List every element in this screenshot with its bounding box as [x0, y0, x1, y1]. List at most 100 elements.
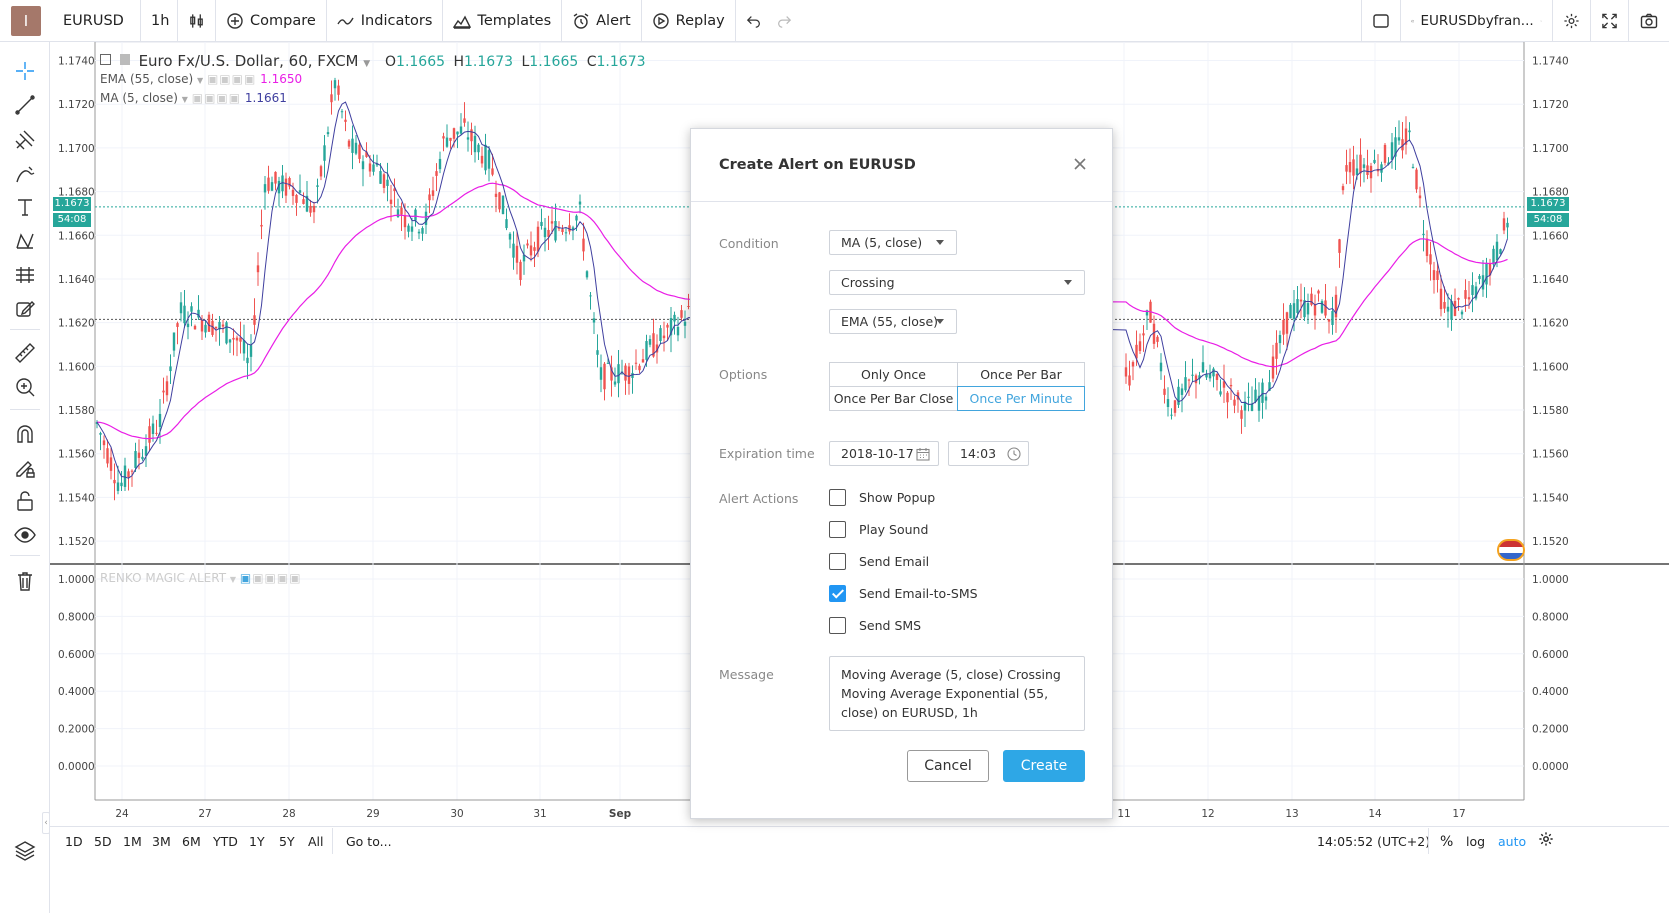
action-checkbox-play-sound[interactable] [829, 521, 846, 538]
chart-area[interactable]: 1.1740 1.1740 1.1720 1.1720 1.1700 1.1700 1.16… [50, 42, 1669, 913]
snapshot-button[interactable] [1629, 0, 1669, 42]
user-avatar[interactable]: I [11, 5, 41, 36]
drawing-mode-tool[interactable] [13, 455, 37, 479]
compare-button[interactable]: Compare [216, 0, 327, 42]
close-icon[interactable] [1072, 156, 1088, 172]
action-checkbox-show-popup[interactable] [829, 489, 846, 506]
ma-legend-label[interactable]: MA (5, close) [100, 91, 178, 105]
symbol-title[interactable]: Euro Fx/U.S. Dollar, 60, FXCM [138, 52, 359, 70]
condition-operator-select[interactable]: Crossing [829, 270, 1085, 295]
candle-body [148, 426, 151, 443]
pitchfork-tool[interactable] [13, 128, 37, 152]
expiration-time-input[interactable]: 14:03 [948, 441, 1029, 466]
candle-body [214, 326, 218, 329]
replay-button[interactable]: Replay [642, 0, 736, 42]
collapse-toolbar-handle[interactable]: ‹ [42, 812, 50, 834]
action-label[interactable]: Show Popup [859, 490, 936, 505]
symbol-search[interactable]: EURUSD [51, 0, 141, 42]
action-label[interactable]: Send SMS [859, 618, 922, 633]
redo-icon[interactable] [776, 12, 792, 30]
magnet-tool[interactable] [13, 422, 37, 446]
range-button-3m[interactable]: 3M [152, 834, 171, 849]
calendar-icon[interactable] [916, 447, 930, 461]
condition-source-select[interactable]: MA (5, close) [829, 230, 957, 255]
indicator-actions-icon[interactable]: ▣ [239, 571, 253, 585]
range-button-5d[interactable]: 5D [94, 834, 112, 849]
zoom-tool[interactable] [13, 375, 37, 399]
option-once-per-bar[interactable]: Once Per Bar [957, 362, 1085, 387]
crosshair-tool[interactable] [13, 59, 37, 83]
expiration-date-input[interactable]: 2018-10-17 [829, 441, 939, 466]
auto-scale-toggle[interactable]: auto [1498, 834, 1527, 849]
candle-body [379, 171, 382, 184]
range-button-1m[interactable]: 1M [123, 834, 142, 849]
renko-legend-label[interactable]: RENKO MAGIC ALERT [100, 571, 227, 585]
settings-button[interactable] [1553, 0, 1591, 42]
option-once-per-minute[interactable]: Once Per Minute [957, 386, 1085, 411]
templates-button[interactable]: Templates [443, 0, 563, 42]
range-button-6m[interactable]: 6M [182, 834, 201, 849]
candle-body [130, 470, 134, 472]
action-label[interactable]: Send Email-to-SMS [859, 586, 978, 601]
goto-date-button[interactable]: Go to... [346, 834, 392, 849]
log-scale-toggle[interactable]: log [1466, 834, 1486, 849]
indicator-actions-icon[interactable]: ▣▣▣▣ [191, 91, 242, 105]
text-tool[interactable] [13, 195, 37, 219]
candle-body [372, 164, 375, 172]
message-textarea[interactable]: Moving Average (5, close) Crossing Movin… [829, 656, 1085, 731]
remove-drawings-tool[interactable] [13, 569, 37, 593]
action-checkbox-send-email-to-sms[interactable] [829, 585, 846, 602]
percent-scale-toggle[interactable]: % [1440, 834, 1454, 850]
ema-legend-label[interactable]: EMA (55, close) [100, 72, 194, 86]
chevron-down-icon[interactable]: ▼ [363, 59, 371, 69]
option-only-once[interactable]: Only Once [829, 362, 958, 387]
visibility-tool[interactable] [13, 523, 37, 547]
alert-button[interactable]: Alert [562, 0, 642, 42]
fullscreen-layout-button[interactable] [1361, 0, 1401, 42]
us-flag-event-icon[interactable] [1497, 539, 1525, 561]
price-tick-label: 1.1520 [58, 536, 95, 548]
brush-tool[interactable] [13, 162, 37, 186]
lock-tool[interactable] [13, 489, 37, 513]
scale-settings-button[interactable] [1538, 831, 1554, 850]
object-tree-tool[interactable] [13, 838, 37, 862]
indicator-actions-icon[interactable]: ▣▣▣▣ [252, 571, 302, 585]
trendline-tool[interactable] [13, 93, 37, 117]
range-button-5y[interactable]: 5Y [279, 834, 295, 849]
clock-icon[interactable] [1007, 447, 1021, 461]
range-button-ytd[interactable]: YTD [213, 834, 238, 849]
range-button-1y[interactable]: 1Y [249, 834, 265, 849]
indicators-button[interactable]: Indicators [327, 0, 444, 42]
chevron-down-icon[interactable]: ▼ [196, 76, 204, 85]
price-chart-canvas[interactable]: 1.1740 1.1740 1.1720 1.1720 1.1700 1.1700 1.16… [50, 42, 1669, 826]
pattern-tool[interactable] [13, 229, 37, 253]
layout-menu[interactable]: EURUSDbyfran... [1401, 0, 1553, 42]
candle-body [1338, 239, 1341, 253]
range-button-all[interactable]: All [308, 834, 324, 849]
expiration-date-value: 2018-10-17 [841, 446, 914, 461]
prediction-tool[interactable] [13, 263, 37, 287]
chevron-down-icon[interactable]: ▼ [229, 575, 237, 584]
action-label[interactable]: Send Email [859, 554, 930, 569]
condition-target-select[interactable]: EMA (55, close) [829, 309, 957, 334]
option-once-per-bar-close[interactable]: Once Per Bar Close [829, 386, 958, 411]
action-checkbox-send-email[interactable] [829, 553, 846, 570]
create-button[interactable]: Create [1003, 750, 1085, 782]
candle-body [323, 145, 326, 161]
cancel-button[interactable]: Cancel [907, 750, 989, 782]
action-checkbox-send-sms[interactable] [829, 617, 846, 634]
indicator-actions-icon[interactable]: ▣▣▣▣ [206, 72, 257, 86]
ma-legend: MA (5, close) ▼ ▣▣▣▣ 1.1661 [100, 91, 287, 105]
undo-icon[interactable] [746, 12, 762, 30]
interval-button[interactable]: 1h [141, 0, 178, 42]
annotation-tool[interactable] [13, 297, 37, 321]
ruler-tool[interactable] [13, 341, 37, 365]
action-label[interactable]: Play Sound [859, 522, 929, 537]
chart-style-button[interactable] [178, 0, 216, 42]
chart-grid [50, 42, 1669, 801]
fullscreen-button[interactable] [1591, 0, 1629, 42]
range-button-1d[interactable]: 1D [65, 834, 83, 849]
collapse-legend-icon[interactable] [100, 54, 111, 65]
session-clock[interactable]: 14:05:52 (UTC+2) [1317, 834, 1431, 849]
chevron-down-icon[interactable]: ▼ [181, 95, 188, 104]
